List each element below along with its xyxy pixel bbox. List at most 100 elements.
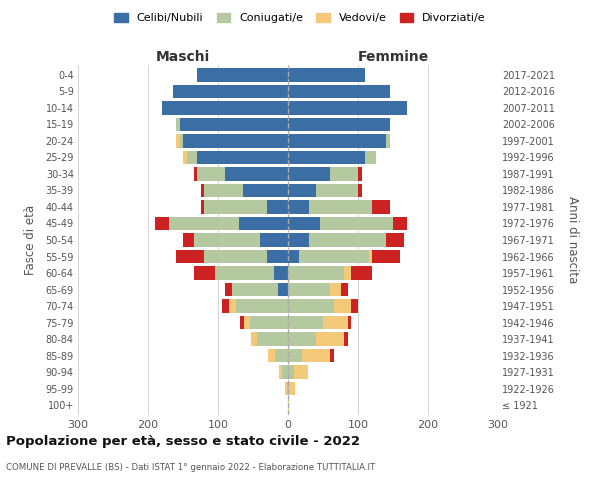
Bar [288,332,316,346]
Bar [316,184,358,197]
Bar [274,266,288,280]
Bar [179,134,183,147]
Bar [279,366,283,379]
Bar [309,233,386,247]
Bar [288,300,334,313]
Bar [288,167,330,180]
Y-axis label: Fasce di età: Fasce di età [24,205,37,275]
Bar [176,250,204,264]
Bar [330,349,334,362]
Bar [330,283,341,296]
Bar [386,233,404,247]
Bar [176,134,179,147]
Bar [288,101,407,114]
Bar [289,382,295,396]
Bar [288,316,323,330]
Bar [288,216,320,230]
Bar [288,134,386,147]
Bar [241,316,244,330]
Bar [183,134,288,147]
Bar [197,167,225,180]
Bar [176,118,179,131]
Bar [288,150,365,164]
Bar [288,200,309,214]
Bar [204,250,267,264]
Bar [288,118,389,131]
Bar [193,266,215,280]
Bar [320,216,393,230]
Bar [197,68,288,82]
Bar [341,283,347,296]
Bar [323,316,347,330]
Bar [242,184,288,197]
Bar [260,233,288,247]
Bar [288,84,389,98]
Bar [393,216,407,230]
Bar [204,184,242,197]
Bar [232,283,277,296]
Bar [221,300,229,313]
Bar [257,332,288,346]
Bar [293,366,308,379]
Bar [267,200,288,214]
Bar [288,233,309,247]
Bar [250,316,288,330]
Bar [368,250,372,264]
Bar [344,332,347,346]
Text: Femmine: Femmine [358,50,428,64]
Bar [288,68,365,82]
Bar [386,134,389,147]
Bar [372,200,389,214]
Bar [225,283,232,296]
Bar [268,349,275,362]
Bar [288,184,316,197]
Bar [239,216,288,230]
Bar [309,200,372,214]
Legend: Celibi/Nubili, Coniugati/e, Vedovi/e, Divorziati/e: Celibi/Nubili, Coniugati/e, Vedovi/e, Di… [110,8,490,28]
Bar [275,349,288,362]
Bar [251,332,257,346]
Bar [155,216,169,230]
Bar [351,300,358,313]
Bar [372,250,400,264]
Bar [365,150,376,164]
Bar [285,382,287,396]
Bar [316,332,344,346]
Y-axis label: Anni di nascita: Anni di nascita [566,196,579,284]
Bar [162,101,288,114]
Bar [288,382,289,396]
Bar [299,250,368,264]
Bar [200,184,204,197]
Bar [193,233,260,247]
Bar [344,266,351,280]
Bar [302,349,330,362]
Bar [288,398,289,412]
Bar [351,266,372,280]
Bar [334,300,351,313]
Bar [173,84,288,98]
Bar [288,250,299,264]
Bar [169,216,239,230]
Bar [200,200,204,214]
Bar [358,184,361,197]
Bar [215,266,274,280]
Bar [244,316,250,330]
Bar [193,167,197,180]
Bar [358,167,361,180]
Bar [288,266,344,280]
Bar [183,150,187,164]
Bar [288,283,330,296]
Bar [277,283,288,296]
Bar [179,118,288,131]
Bar [204,200,267,214]
Bar [287,382,288,396]
Bar [225,167,288,180]
Text: COMUNE DI PREVALLE (BS) - Dati ISTAT 1° gennaio 2022 - Elaborazione TUTTITALIA.I: COMUNE DI PREVALLE (BS) - Dati ISTAT 1° … [6,464,375,472]
Bar [229,300,235,313]
Bar [347,316,351,330]
Bar [330,167,358,180]
Text: Maschi: Maschi [156,50,210,64]
Bar [288,349,302,362]
Bar [197,150,288,164]
Bar [283,366,288,379]
